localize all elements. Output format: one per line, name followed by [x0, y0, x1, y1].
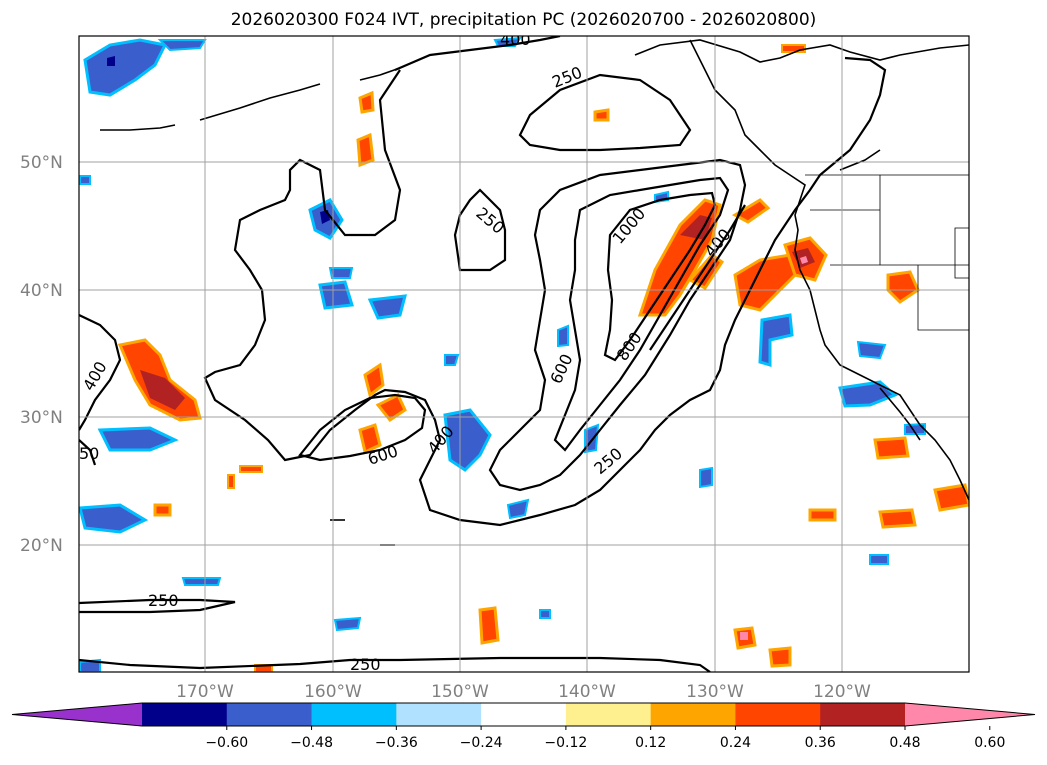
- colorbar-segment: [481, 703, 567, 726]
- plot-area: 400 250 250 1000 400 600 800 400 600 250…: [79, 30, 969, 674]
- colorbar-extend-min: [12, 703, 142, 726]
- lat-label-50n: 50°N: [20, 153, 63, 173]
- colorbar: −0.60 −0.48 −0.36 −0.24 −0.12 0.12 0.24 0.36 0.4…: [11, 702, 1036, 751]
- colorbar-outline: [11, 702, 1036, 727]
- lat-label-20n: 20°N: [20, 536, 63, 556]
- plot-frame: [78, 35, 970, 673]
- gridlines: [79, 36, 969, 672]
- colorbar-segment: [735, 703, 821, 726]
- colorbar-tick-label: −0.60: [205, 735, 248, 751]
- colorbar-tick-label: 0.36: [805, 735, 836, 751]
- colorbar-tick-label: −0.36: [375, 735, 418, 751]
- colorbar-tick-label: 0.60: [974, 735, 1005, 751]
- lon-label-170w: 170°W: [176, 682, 234, 702]
- map-title: 2026020300 F024 IVT, precipitation PC (2…: [230, 10, 817, 30]
- latitude-labels: 50°N 40°N 30°N 20°N: [20, 153, 63, 556]
- lon-label-150w: 150°W: [431, 682, 489, 702]
- colorbar-segment: [650, 703, 736, 726]
- colorbar-segment: [311, 703, 397, 726]
- precip-anomaly-shading: [79, 36, 969, 672]
- lat-label-30n: 30°N: [20, 408, 63, 428]
- ivt-label: 250: [350, 655, 381, 674]
- colorbar-segment: [396, 703, 482, 726]
- colorbar-tick-label: −0.48: [290, 735, 333, 751]
- colorbar-tick-label: −0.12: [544, 735, 587, 751]
- ivt-label: 250: [148, 591, 179, 610]
- colorbar-tick-label: 0.48: [889, 735, 920, 751]
- colorbar-segment: [142, 703, 228, 726]
- colorbar-tick-label: 0.12: [635, 735, 666, 751]
- political-borders: [805, 174, 969, 331]
- longitude-labels: 170°W 160°W 150°W 140°W 130°W 120°W: [176, 682, 871, 702]
- lon-label-160w: 160°W: [304, 682, 362, 702]
- lon-label-130w: 130°W: [686, 682, 744, 702]
- colorbar-tick-label: −0.24: [460, 735, 503, 751]
- colorbar-extend-max: [905, 703, 1035, 726]
- lat-label-40n: 40°N: [20, 281, 63, 301]
- ivt-label: 400: [500, 30, 531, 49]
- colorbar-segment: [820, 703, 906, 726]
- colorbar-segment: [226, 703, 313, 726]
- ivt-label: 50: [79, 444, 99, 463]
- lon-label-140w: 140°W: [558, 682, 616, 702]
- lon-label-120w: 120°W: [813, 682, 871, 702]
- colorbar-tick-label: 0.24: [720, 735, 751, 751]
- colorbar-segment: [565, 703, 652, 726]
